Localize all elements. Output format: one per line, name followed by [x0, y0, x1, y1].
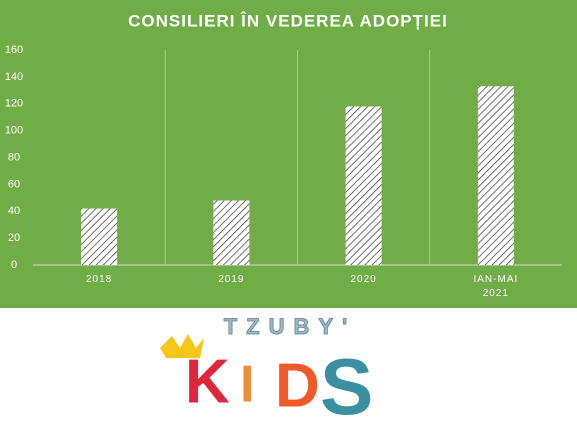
bar	[213, 200, 250, 265]
logo-letter: K	[185, 347, 230, 416]
y-tick-label: 100	[5, 125, 23, 137]
logo-top: TZUBY'	[224, 314, 357, 339]
bar	[477, 86, 514, 265]
chart: CONSILIERI ÎN VEDEREA ADOPȚIEI 0 20 40 60 80…	[0, 0, 577, 308]
y-tick-label: 0	[11, 259, 17, 271]
y-tick-label: 160	[5, 44, 23, 56]
y-tick-label: 80	[8, 151, 20, 163]
x-tick-label: 2018	[86, 274, 113, 285]
y-tick-label: 40	[8, 205, 20, 217]
y-tick-label: 60	[8, 178, 20, 190]
logo-letter: D	[275, 351, 320, 420]
logo-letter: S	[320, 342, 373, 424]
y-tick-label: 120	[5, 98, 23, 110]
bar	[81, 208, 118, 265]
y-tick-label: 20	[8, 232, 20, 244]
x-tick-label: 2020	[350, 274, 377, 285]
logo: TZUBY' K I D S	[160, 313, 373, 424]
bar	[345, 106, 382, 265]
crown	[160, 334, 204, 358]
x-tick-label: IAN-MAI 2021	[473, 274, 519, 299]
logo-letter: I	[240, 356, 254, 414]
y-tick-label: 140	[5, 71, 23, 83]
x-tick-label: 2019	[218, 274, 245, 285]
chart-title: CONSILIERI ÎN VEDEREA ADOPȚIEI	[128, 11, 448, 30]
